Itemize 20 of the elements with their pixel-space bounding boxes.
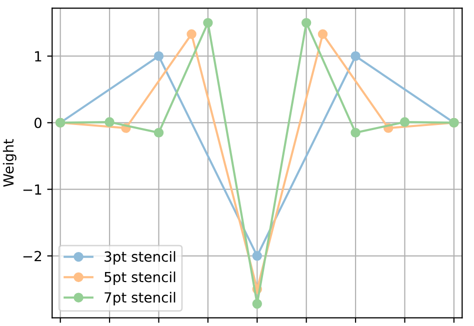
y-tick-label: 0: [34, 118, 42, 128]
point: [252, 251, 262, 261]
point: [400, 117, 410, 127]
point: [104, 117, 114, 127]
point: [154, 128, 164, 138]
y-tick-label: 1: [35, 51, 42, 62]
point: [203, 18, 213, 28]
legend-label: 7pt stencil: [104, 292, 176, 306]
legend-label: 5pt stencil: [104, 272, 176, 285]
point: [350, 128, 360, 138]
point: [301, 18, 312, 28]
y-tick-label: −2: [23, 250, 42, 262]
point: [154, 51, 164, 61]
legend-label: 3pt stencil: [104, 251, 176, 265]
y-tick-label: −1: [23, 184, 42, 195]
point: [350, 51, 360, 61]
point: [318, 29, 328, 39]
y-axis-title: Weight: [2, 139, 16, 187]
point: [252, 299, 262, 309]
point: [186, 29, 196, 39]
